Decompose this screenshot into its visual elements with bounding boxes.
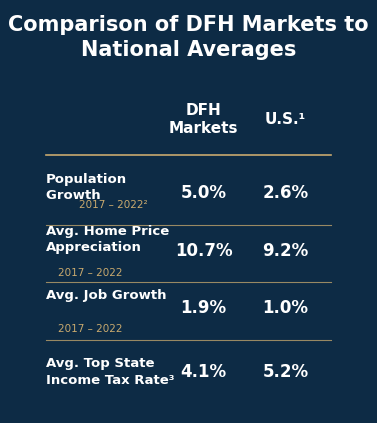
Text: Population
Growth: Population Growth <box>46 173 127 203</box>
Text: 10.7%: 10.7% <box>175 242 233 260</box>
Text: U.S.¹: U.S.¹ <box>265 112 306 127</box>
Text: Avg. Home Price
Appreciation: Avg. Home Price Appreciation <box>46 225 169 254</box>
Text: Comparison of DFH Markets to
National Averages: Comparison of DFH Markets to National Av… <box>8 15 369 60</box>
Text: Avg. Job Growth: Avg. Job Growth <box>46 289 167 302</box>
Text: 2.6%: 2.6% <box>262 184 308 202</box>
Text: 5.2%: 5.2% <box>262 363 308 381</box>
Text: Avg. Top State
Income Tax Rate³: Avg. Top State Income Tax Rate³ <box>46 357 175 387</box>
Text: 9.2%: 9.2% <box>262 242 309 260</box>
Text: 5.0%: 5.0% <box>181 184 227 202</box>
Text: 2017 – 2022: 2017 – 2022 <box>58 324 123 334</box>
Text: 2017 – 2022²: 2017 – 2022² <box>80 200 148 210</box>
Text: 1.9%: 1.9% <box>181 299 227 316</box>
Text: DFH
Markets: DFH Markets <box>169 103 238 137</box>
Text: 2017 – 2022: 2017 – 2022 <box>58 268 123 278</box>
Text: 4.1%: 4.1% <box>181 363 227 381</box>
Text: 1.0%: 1.0% <box>262 299 308 316</box>
